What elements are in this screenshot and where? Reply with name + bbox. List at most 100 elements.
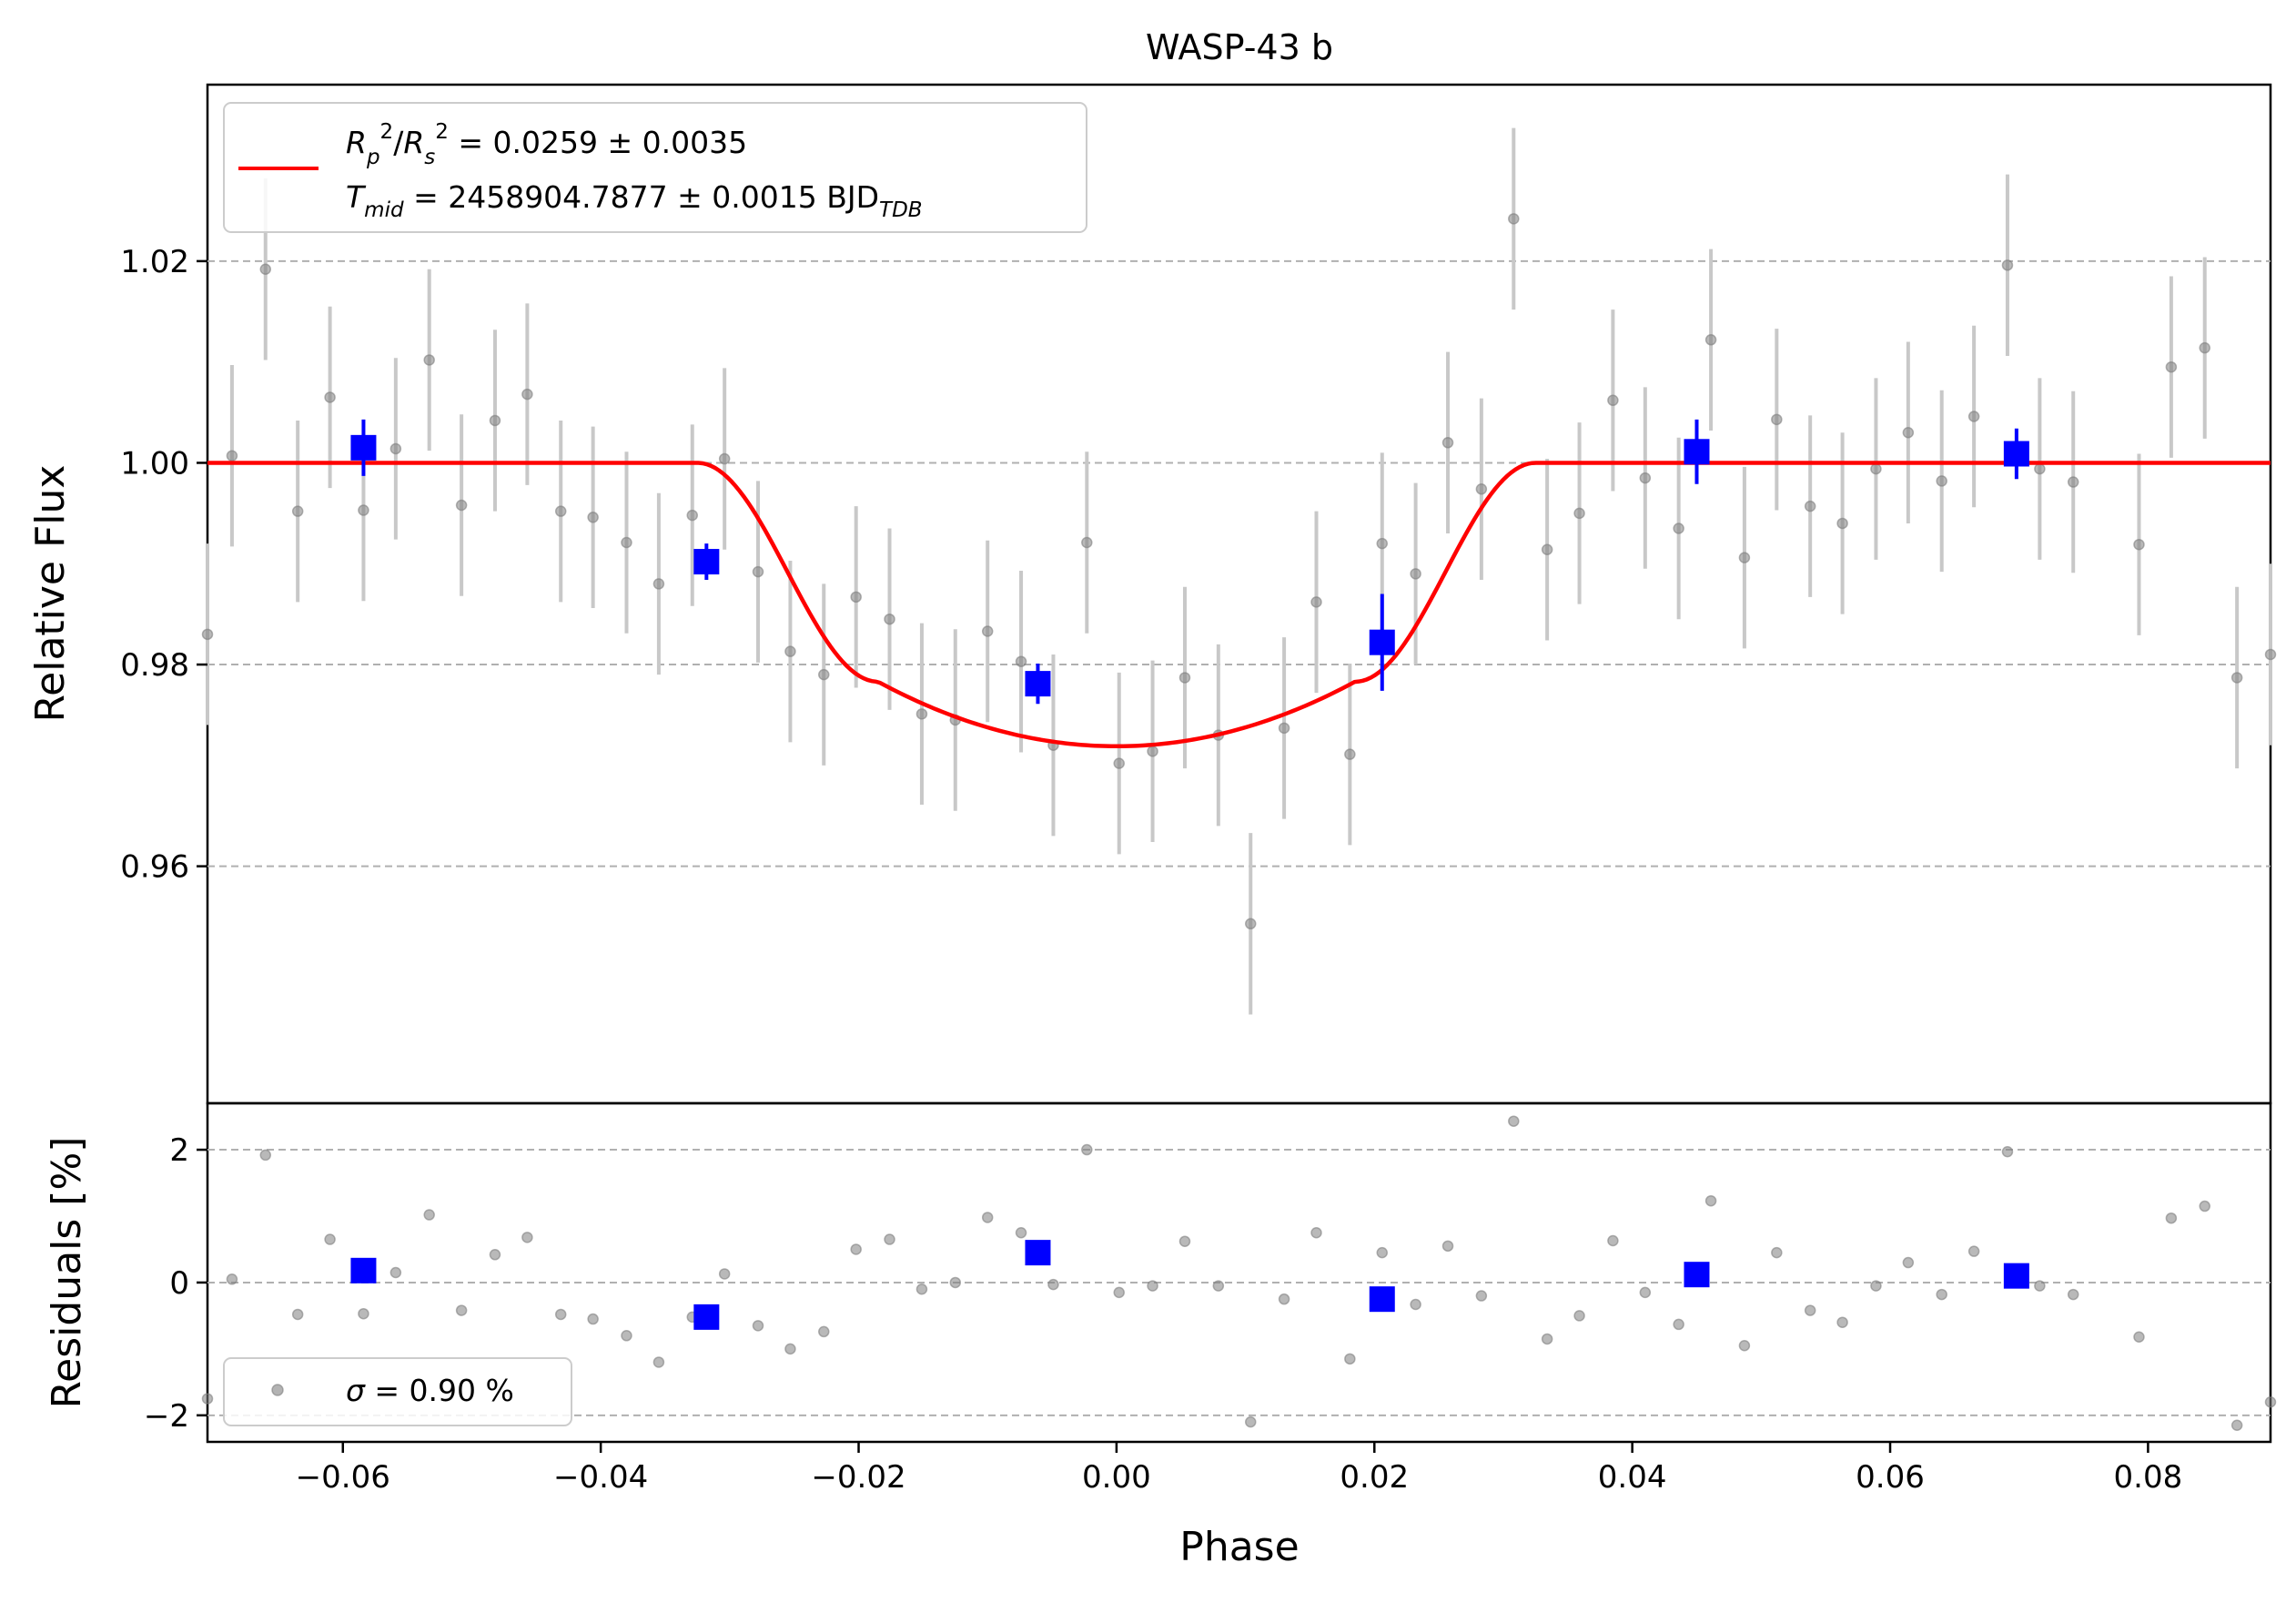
raw-residual-point	[1771, 1246, 1783, 1259]
raw-residual-point	[1310, 1226, 1322, 1239]
bottom-y-axis-ticks: −2 0 2	[144, 1132, 207, 1435]
chart-title: WASP-43 b	[1146, 27, 1333, 67]
bottom-panel-frame	[206, 1101, 2272, 1444]
top-y-tick-label: 0.98	[120, 647, 189, 684]
raw-flux-point	[652, 578, 665, 590]
raw-residual-point	[2133, 1331, 2145, 1344]
binned-flux-point	[1369, 629, 1395, 655]
raw-flux-point	[1475, 483, 1488, 495]
top-legend-box	[223, 102, 1087, 233]
raw-flux-point	[1902, 426, 1915, 439]
binned-residual-point	[1684, 1262, 1710, 1288]
raw-residual-point	[652, 1356, 665, 1368]
binned-residual-point	[693, 1304, 720, 1330]
raw-flux-point	[324, 391, 336, 403]
raw-flux-point	[521, 388, 533, 401]
raw-residual-point	[554, 1308, 567, 1321]
top-panel-grid	[207, 259, 2271, 867]
raw-flux-point	[1738, 552, 1751, 563]
raw-residual-point	[2199, 1200, 2210, 1212]
raw-residual-point	[389, 1266, 402, 1279]
binned-flux-point	[1684, 439, 1710, 465]
raw-residual-point	[1870, 1280, 1882, 1292]
raw-flux-point	[1245, 918, 1257, 930]
raw-residual-point	[1607, 1234, 1619, 1247]
raw-flux-point	[1771, 413, 1783, 426]
top-panel-frame	[206, 83, 2272, 1105]
bottom-y-axis-label: Residuals [%]	[44, 1137, 90, 1409]
raw-flux-point	[850, 591, 862, 604]
raw-residual-point	[1278, 1293, 1290, 1305]
raw-residual-point	[1936, 1288, 1947, 1301]
raw-flux-point	[1804, 500, 1816, 512]
x-axis-ticks: −0.06 −0.04 −0.02 0.00 0.02 0.04 0.06 0.08	[296, 1442, 2182, 1496]
raw-flux-point	[1113, 757, 1125, 769]
raw-flux-point	[1573, 507, 1585, 520]
raw-residual-point	[1147, 1280, 1158, 1292]
binned-flux-point	[350, 434, 377, 461]
raw-flux-point	[818, 668, 830, 681]
raw-residual-point	[718, 1268, 731, 1280]
raw-flux-point	[1836, 517, 1848, 530]
raw-flux-point	[1541, 543, 1553, 556]
raw-residual-point	[915, 1283, 928, 1295]
raw-flux-point	[2230, 672, 2243, 684]
top-y-tick-label: 1.02	[120, 244, 189, 280]
raw-flux-point	[2199, 341, 2210, 354]
x-tick-label: 0.02	[1340, 1459, 1409, 1496]
raw-flux-point	[2264, 648, 2277, 661]
raw-residual-point	[621, 1330, 632, 1342]
raw-residual-point	[1081, 1143, 1093, 1156]
raw-flux-point	[1508, 213, 1520, 225]
legend-tmid-text: Tmid = 2458904.7877 ± 0.0015 BJDTDB	[346, 179, 923, 222]
raw-residual-point	[1967, 1245, 1980, 1257]
raw-residual-point	[1639, 1286, 1652, 1299]
bottom-y-tick-label: −2	[144, 1398, 189, 1435]
raw-residual-point	[1475, 1290, 1488, 1302]
raw-flux-point	[1178, 672, 1191, 684]
raw-flux-point	[915, 708, 928, 720]
raw-flux-point	[389, 442, 402, 455]
raw-residual-point	[358, 1307, 369, 1320]
raw-residual-point	[587, 1313, 599, 1325]
raw-residual-point	[1015, 1226, 1027, 1239]
raw-residual-point	[784, 1343, 796, 1355]
raw-residual-point	[818, 1325, 830, 1338]
legend-sigma-text: σ = 0.90 %	[346, 1373, 514, 1408]
raw-flux-point	[784, 645, 796, 657]
raw-residual-point	[291, 1308, 304, 1321]
raw-residual-point	[752, 1320, 764, 1332]
binned-residual-point	[350, 1257, 377, 1283]
raw-flux-point	[1673, 522, 1684, 534]
raw-flux-point	[2034, 462, 2046, 475]
raw-flux-point	[226, 450, 238, 462]
top-y-tick-label: 0.96	[120, 849, 189, 886]
raw-residual-point	[1673, 1318, 1684, 1331]
raw-residual-point	[1541, 1333, 1553, 1345]
raw-flux-point	[1015, 655, 1027, 667]
transit-model	[207, 461, 2271, 749]
bottom-legend-box	[223, 1357, 572, 1426]
raw-residual-point	[1738, 1339, 1751, 1352]
raw-flux-point	[1704, 334, 1717, 346]
raw-residual-point	[2230, 1419, 2243, 1432]
raw-residual-point	[1344, 1353, 1356, 1365]
bottom-legend: σ = 0.90 %	[223, 1357, 572, 1426]
raw-flux-point	[1967, 411, 1980, 422]
x-tick-label: 0.00	[1082, 1459, 1151, 1496]
x-tick-label: −0.06	[296, 1459, 390, 1496]
raw-flux-point	[1376, 537, 1389, 550]
raw-flux-point	[587, 512, 599, 523]
raw-residual-point	[1441, 1240, 1454, 1253]
raw-flux-point	[1147, 746, 1158, 757]
raw-flux-point	[1278, 722, 1290, 735]
raw-residual-point	[1902, 1256, 1915, 1269]
raw-flux-point	[884, 613, 895, 625]
raw-flux-point	[2001, 259, 2014, 271]
raw-flux-point	[686, 509, 698, 522]
raw-residual-point	[1212, 1280, 1225, 1292]
raw-flux-point	[718, 452, 731, 465]
raw-residual-point	[2067, 1288, 2079, 1301]
raw-residual-point	[949, 1276, 962, 1289]
raw-residual-point	[1178, 1235, 1191, 1247]
